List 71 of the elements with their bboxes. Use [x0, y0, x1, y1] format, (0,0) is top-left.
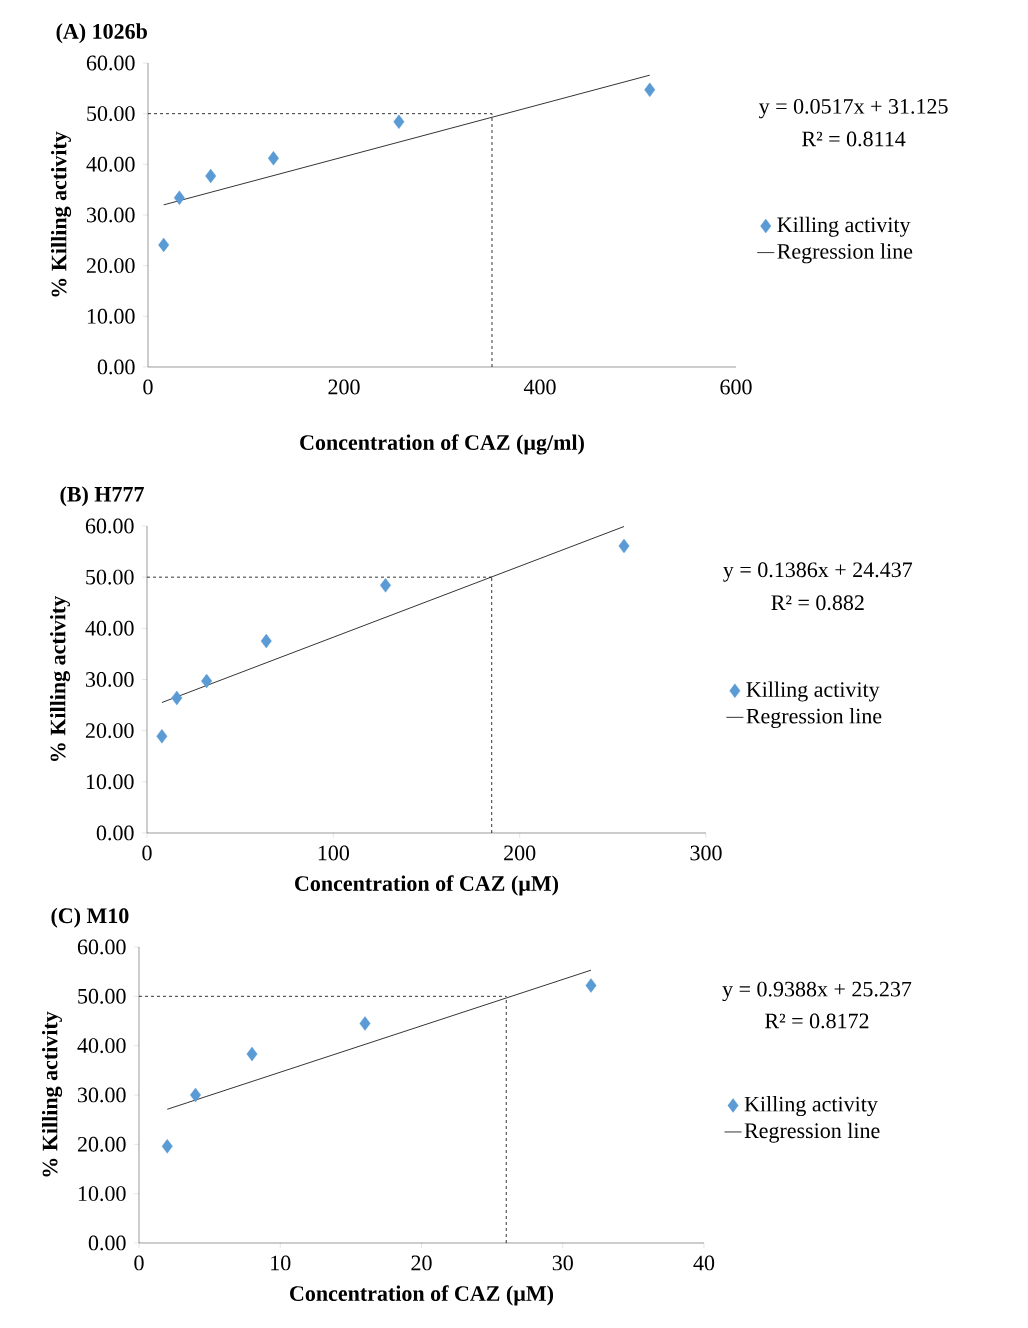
- point: [205, 168, 217, 184]
- x-tick-label: 0: [142, 845, 152, 861]
- text: R² = 0.8172: [765, 1013, 869, 1029]
- text: R² = 0.8114: [802, 131, 906, 147]
- y-tick-label: 0.00: [97, 359, 135, 375]
- point: [267, 151, 279, 166]
- y-tick-label: 40.00: [86, 156, 135, 172]
- y-tick-label: 60.00: [77, 939, 126, 955]
- x-tick-label: 10: [271, 1255, 291, 1271]
- x-tick-label: 200: [328, 379, 360, 395]
- x-axis-title: Concentration of CAZ (µg/ml): [300, 434, 584, 455]
- legend-label: Regression line: [744, 1122, 880, 1143]
- point: [359, 1016, 371, 1031]
- y-axis-title: % Killing activity: [50, 131, 72, 297]
- y-tick-label: 30.00: [87, 207, 135, 223]
- y-tick-label: 10.00: [86, 774, 134, 790]
- x-tick-label: 0: [134, 1255, 144, 1271]
- legend-label: Killing activity: [746, 681, 880, 702]
- x-tick-label: 0: [143, 379, 153, 395]
- x-tick-label: 300: [690, 845, 722, 861]
- point: [201, 673, 213, 689]
- y-tick-label: 50.00: [87, 106, 135, 122]
- chart-title: (B) H777: [60, 486, 144, 507]
- y-tick-label: 60.00: [85, 518, 134, 534]
- y-tick-label: 20.00: [86, 258, 135, 274]
- x-axis-title: Concentration of CAZ (µM): [295, 875, 559, 896]
- x-tick-label: 600: [720, 379, 752, 395]
- y-tick-label: 40.00: [77, 1038, 126, 1054]
- y-tick-label: 50.00: [86, 569, 134, 585]
- legend-label: Regression line: [777, 243, 913, 264]
- y-tick-label: 0.00: [88, 1235, 126, 1251]
- x-axis-title: Concentration of CAZ (µM): [290, 1285, 554, 1306]
- point: [158, 237, 170, 253]
- chart-title: (C) M10: [51, 907, 129, 928]
- y-axis-title: % Killing activity: [41, 1011, 63, 1177]
- point: [173, 190, 185, 205]
- text: y = 0.0517x + 31.125: [758, 98, 948, 119]
- x-tick-label: 30: [552, 1255, 573, 1271]
- x-tick-label: 40: [693, 1255, 715, 1271]
- y-tick-label: 40.00: [85, 620, 134, 636]
- point: [393, 114, 405, 129]
- y-tick-label: 20.00: [85, 723, 134, 739]
- y-tick-label: 30.00: [78, 1087, 126, 1103]
- x-tick-label: 20: [411, 1255, 432, 1271]
- point: [171, 690, 183, 706]
- y-tick-label: 50.00: [78, 988, 126, 1004]
- chart-title: (A) 1026b: [56, 23, 147, 44]
- y-axis-title: % Killing activity: [49, 595, 71, 761]
- y-tick-label: 10.00: [78, 1186, 126, 1202]
- y-tick-label: 10.00: [87, 308, 135, 324]
- point: [618, 538, 630, 554]
- point: [156, 729, 168, 744]
- x-tick-label: 100: [318, 845, 349, 861]
- y-tick-label: 0.00: [96, 825, 134, 841]
- point: [246, 1046, 258, 1062]
- point: [161, 1139, 173, 1154]
- y-tick-label: 30.00: [86, 672, 134, 687]
- legend-label: Regression line: [746, 708, 882, 729]
- point: [585, 978, 597, 993]
- point: [260, 633, 272, 649]
- text: R² = 0.882: [771, 595, 864, 611]
- legend-label: Killing activity: [744, 1096, 878, 1117]
- point: [380, 578, 391, 593]
- text: y = 0.1386x + 24.437: [723, 562, 913, 582]
- point: [644, 82, 656, 98]
- x-tick-label: 200: [504, 845, 536, 861]
- x-tick-label: 400: [523, 379, 556, 395]
- y-tick-label: 60.00: [86, 55, 135, 71]
- legend-label: Killing activity: [777, 216, 911, 237]
- y-tick-label: 20.00: [77, 1136, 126, 1152]
- text: y = 0.9388x + 25.237: [722, 981, 912, 1002]
